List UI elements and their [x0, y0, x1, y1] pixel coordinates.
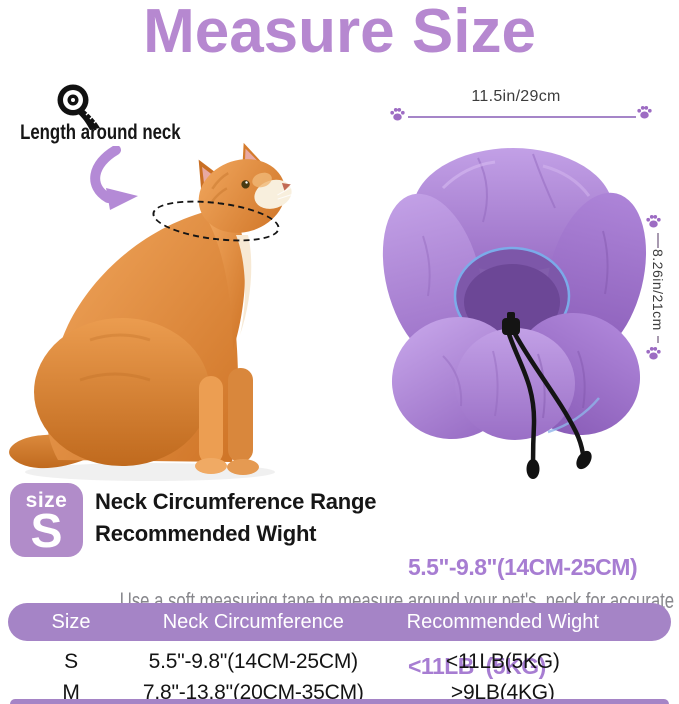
- cell-neck-circumference: 5.5"-9.8"(14CM-25CM): [148, 649, 359, 673]
- collar-width-label: 11.5in/29cm: [471, 88, 561, 105]
- length-around-neck-label: Length around neck: [0, 121, 181, 145]
- cat-head: [198, 142, 296, 233]
- cell-size: M: [62, 680, 80, 704]
- table-row-s: S 5.5"-9.8"(14CM-25CM) <11LB(5KG): [8, 648, 671, 675]
- paw-icon: [390, 108, 405, 121]
- paw-icon: [646, 215, 661, 228]
- length-around-neck-text: Length around neck: [20, 121, 181, 144]
- size-spec-labels: Neck Circumference Range Recommended Wig…: [95, 486, 405, 550]
- recommended-weight-label: Recommended Wight: [95, 521, 317, 546]
- header-size: Size: [51, 610, 91, 633]
- table-row-m: M 7.8"-13.8"(20CM-35CM) >9LB(4KG): [8, 679, 671, 704]
- width-ruler-line: [408, 116, 636, 118]
- header-neck-circumference: Neck Circumference: [162, 610, 344, 633]
- height-ruler-line: [657, 233, 659, 248]
- paw-icon: [646, 347, 661, 360]
- size-table-body: S 5.5"-9.8"(14CM-25CM) <11LB(5KG) M 7.8"…: [8, 648, 671, 704]
- cell-neck-circumference: 7.8"-13.8"(20CM-35CM): [142, 680, 364, 704]
- size-table-header: Size Neck Circumference Recommended Wigh…: [8, 603, 671, 641]
- cell-recommended-weight: <11LB(5KG): [445, 649, 560, 673]
- collar-product-photo: [382, 148, 647, 479]
- size-badge-word: size: [25, 489, 68, 512]
- cell-recommended-weight: >9LB(4KG): [450, 680, 555, 704]
- neck-circumference-value: 5.5"-9.8"(14CM-25CM): [408, 554, 638, 580]
- size-badge: size S: [10, 483, 83, 557]
- page-title: Measure Size: [143, 0, 536, 66]
- measuring-tape-icon: [57, 84, 100, 130]
- height-ruler-line: [657, 336, 659, 343]
- size-spec-values: 5.5"-9.8"(14CM-25CM) <11LB (5KG): [408, 485, 678, 704]
- cat-photo: [9, 142, 296, 481]
- neck-circumference-range-label: Neck Circumference Range: [95, 489, 377, 514]
- header-recommended-weight: Recommended Wight: [406, 610, 599, 633]
- cell-size: S: [64, 649, 78, 673]
- curved-arrow-icon: [90, 146, 138, 210]
- bottom-strip-decoration: [10, 699, 669, 704]
- size-badge-letter: S: [30, 505, 63, 558]
- collar-height-label: 8.26in/21cm: [650, 249, 666, 331]
- paw-icon: [637, 106, 652, 119]
- recommended-weight-value: <11LB (5KG): [408, 653, 546, 679]
